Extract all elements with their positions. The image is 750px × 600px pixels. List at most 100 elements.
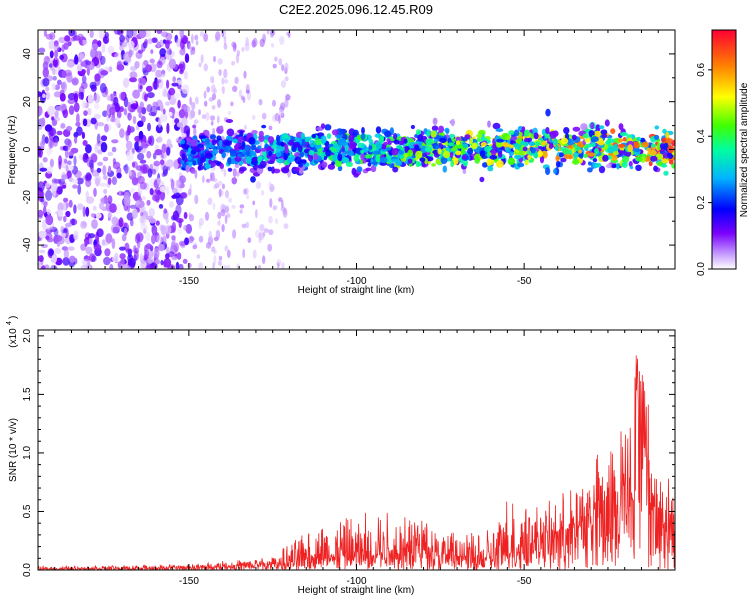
spectrogram-signal-mark xyxy=(331,129,339,136)
spectrogram-noise-mark xyxy=(167,90,171,101)
spectrogram-noise-mark xyxy=(67,246,75,251)
spectrogram-noise-mark xyxy=(89,48,96,59)
spectrogram-signal-mark xyxy=(192,124,197,129)
spectrogram-signal-mark xyxy=(513,129,520,137)
spectrogram-signal-mark xyxy=(276,158,284,164)
spectrogram-signal-mark xyxy=(651,143,656,148)
spectrogram-streak-mark xyxy=(251,114,256,120)
spectrogram-noise-mark xyxy=(137,146,144,151)
spectrogram-ytick-label: 40 xyxy=(22,48,33,60)
spectrogram-signal-mark xyxy=(225,119,234,123)
spectrogram-signal-mark xyxy=(617,143,626,148)
spectrogram-noise-mark xyxy=(141,78,146,86)
spectrogram-signal-mark xyxy=(182,144,190,150)
spectrogram-noise-mark xyxy=(154,144,160,150)
spectrogram-noise-mark xyxy=(171,241,175,250)
spectrogram-streak-mark xyxy=(281,64,285,72)
spectrogram-streak-mark xyxy=(192,244,198,250)
spectrogram-noise-mark xyxy=(146,199,151,206)
spectrogram-noise-mark xyxy=(139,101,144,109)
spectrogram-signal-mark xyxy=(654,134,660,140)
spectrogram-signal-mark xyxy=(211,139,217,146)
snr-series-line xyxy=(38,355,675,570)
spectrogram-noise-mark xyxy=(81,131,85,139)
spectrogram-noise-mark xyxy=(177,99,181,109)
spectrogram-signal-mark xyxy=(599,125,605,130)
spectrogram-noise-mark xyxy=(93,187,97,197)
spectrogram-noise-mark xyxy=(169,143,173,149)
spectrogram-noise-mark xyxy=(138,112,142,119)
spectrogram-noise-mark xyxy=(38,105,43,116)
spectrogram-signal-mark xyxy=(417,134,424,142)
spectrogram-signal-mark xyxy=(455,136,461,142)
spectrogram-signal-mark xyxy=(345,161,353,167)
spectrogram-signal-mark xyxy=(663,170,669,176)
spectrogram-signal-mark xyxy=(610,154,618,161)
spectrogram-noise-mark xyxy=(62,257,70,266)
spectrogram-signal-mark xyxy=(619,132,628,137)
snr-ticks: -150 -100 -50 0.0 0.5 1.0 1.5 2.0 xyxy=(22,328,676,587)
spectrogram-noise-mark xyxy=(81,75,87,84)
spectrogram-streak-mark xyxy=(203,90,207,99)
spectrogram-streak-mark xyxy=(257,265,262,269)
spectrogram-noise-mark xyxy=(172,187,178,194)
spectrogram-signal-mark xyxy=(276,145,281,154)
spectrogram-signal-mark xyxy=(267,166,273,172)
spectrogram-noise-mark xyxy=(111,238,116,250)
spectrogram-streak-mark xyxy=(259,224,265,232)
spectrogram-noise-mark xyxy=(159,103,164,112)
spectrogram-streak-mark xyxy=(238,89,242,98)
spectrogram-noise-mark xyxy=(178,109,186,119)
spectrogram-noise-mark xyxy=(175,204,182,216)
spectrogram-streak-mark xyxy=(200,54,204,64)
spectrogram-signal-mark xyxy=(216,135,222,141)
spectrogram-signal-mark xyxy=(527,154,532,160)
spectrogram-noise-mark xyxy=(118,217,124,228)
spectrogram-streak-mark xyxy=(221,86,225,94)
spectrogram-noise-mark xyxy=(87,173,92,181)
spectrogram-signal-mark xyxy=(208,159,213,165)
spectrogram-noise-mark xyxy=(144,93,148,102)
spectrogram-noise-mark xyxy=(168,111,173,117)
spectrogram-signal-mark xyxy=(219,125,224,131)
spectrogram-noise-mark xyxy=(159,48,167,57)
spectrogram-streak-mark xyxy=(223,264,227,269)
spectrogram-signal-mark xyxy=(237,136,243,144)
spectrogram-signal-mark xyxy=(604,119,610,127)
spectrogram-signal-mark xyxy=(476,137,482,142)
spectrogram-signal-mark xyxy=(495,128,504,133)
spectrogram-noise-mark xyxy=(61,70,67,79)
spectrogram-noise-mark xyxy=(77,65,83,72)
spectrogram-signal-mark xyxy=(508,130,515,136)
spectrogram-noise-mark xyxy=(156,30,163,34)
spectrogram-noise-mark xyxy=(73,230,79,241)
spectrogram-signal-mark xyxy=(487,120,491,128)
spectrogram-noise-mark xyxy=(123,227,128,236)
spectrogram-streak-mark xyxy=(241,223,247,229)
spectrogram-noise-mark xyxy=(138,130,144,140)
spectrogram-noise-mark xyxy=(85,144,92,154)
spectrogram-noise-mark xyxy=(162,108,166,115)
spectrogram-signal-mark xyxy=(281,167,290,174)
spectrogram-noise-mark xyxy=(116,64,125,71)
spectrogram-signal-mark xyxy=(450,160,455,168)
spectrogram-noise-mark xyxy=(155,259,160,265)
spectrogram-signal-mark xyxy=(384,130,392,137)
spectrogram-noise-mark xyxy=(100,142,108,153)
spectrogram-noise-mark xyxy=(42,67,49,78)
spectrogram-streak-mark xyxy=(188,214,195,222)
spectrogram-signal-mark xyxy=(507,157,516,166)
spectrogram-noise-mark xyxy=(159,186,167,193)
spectrogram-streak-mark xyxy=(236,50,240,57)
spectrogram-noise-mark xyxy=(96,167,102,173)
spectrogram-signal-mark xyxy=(668,159,674,165)
spectrogram-noise-mark xyxy=(94,175,102,184)
spectrogram-signal-mark xyxy=(590,122,595,130)
spectrogram-signal-mark xyxy=(560,137,569,145)
spectrogram-noise-mark xyxy=(159,190,166,201)
spectrogram-signal-mark xyxy=(621,161,628,168)
spectrogram-noise-mark xyxy=(171,255,178,261)
spectrogram-signal-mark xyxy=(250,176,256,183)
spectrogram-noise-mark xyxy=(119,246,126,251)
spectrogram-signal-mark xyxy=(261,124,267,129)
